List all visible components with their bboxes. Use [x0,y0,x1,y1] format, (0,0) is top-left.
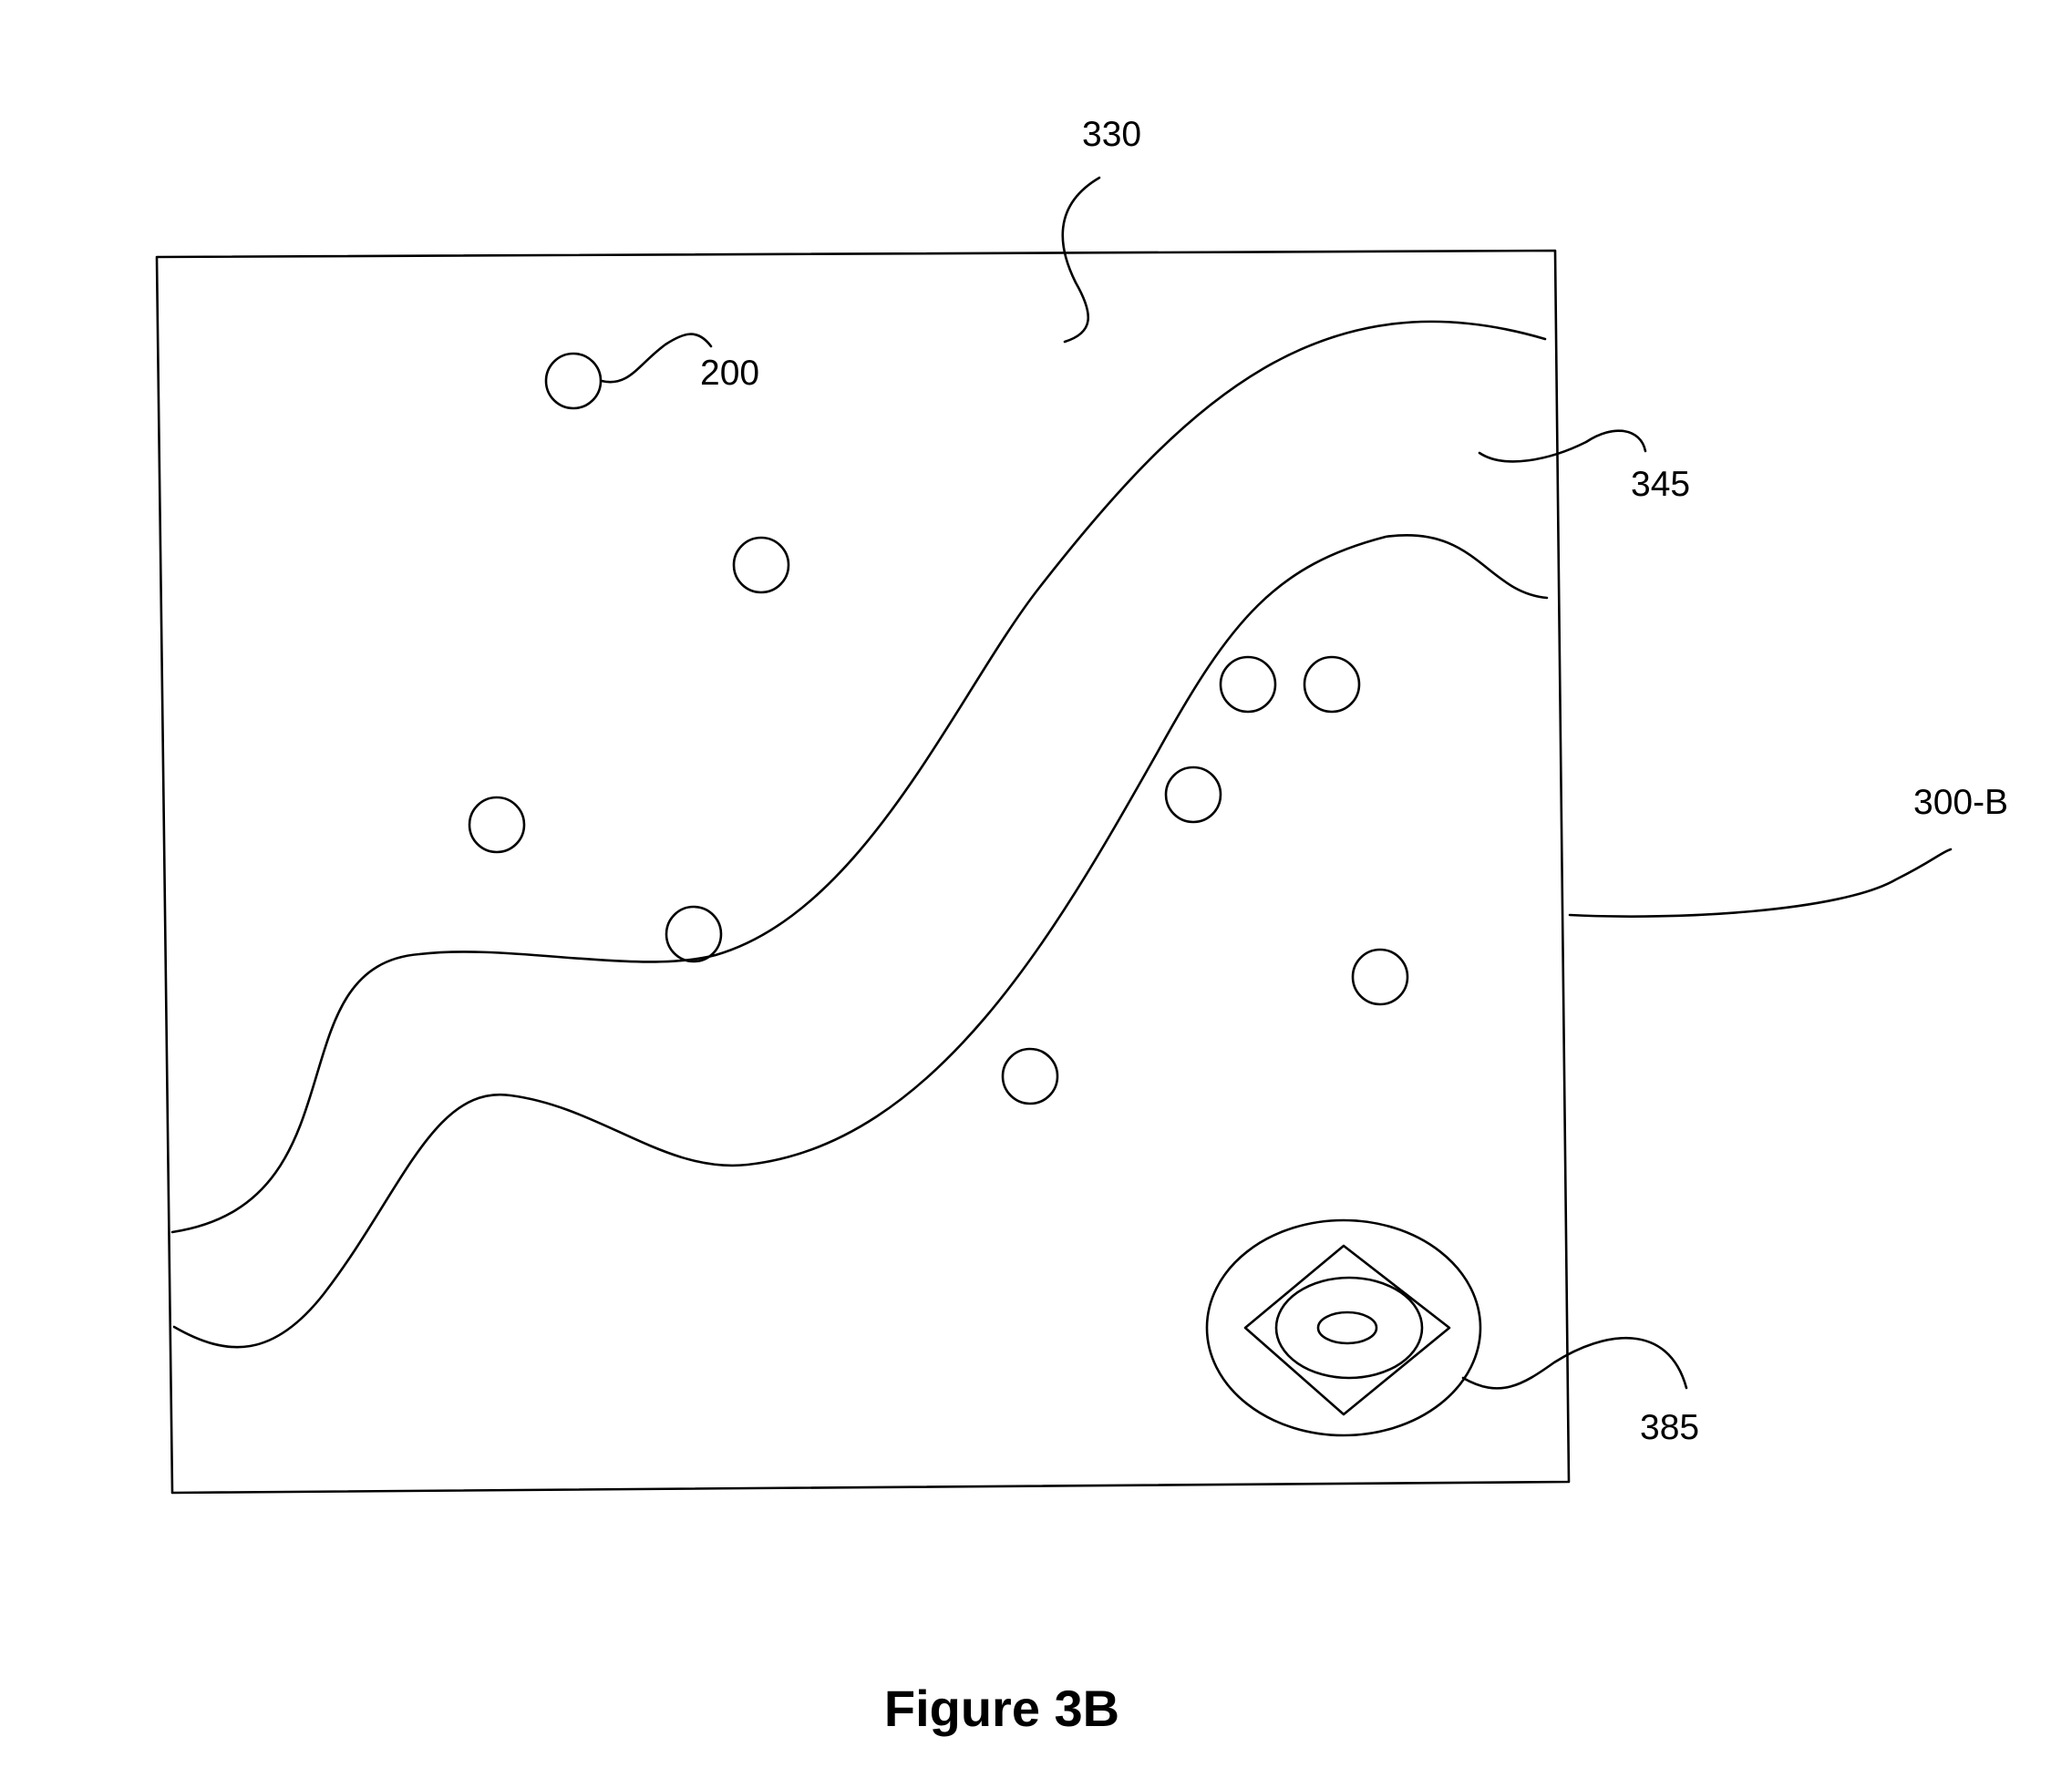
label-345: 345 [1631,465,1690,504]
node-circle [469,797,524,852]
leader-300b [1570,849,1951,917]
leader-385 [1463,1338,1686,1388]
navigation-control-icon[interactable] [1207,1220,1480,1435]
node-circle [1221,657,1275,712]
node-circle [666,907,721,961]
node-circle [1166,767,1221,822]
path-upper-edge [172,322,1545,1232]
leader-200 [602,334,711,383]
display-frame [157,251,1569,1493]
control-outer-ring [1207,1220,1480,1435]
label-385: 385 [1640,1408,1699,1447]
control-center-button [1318,1312,1376,1343]
leader-330 [1063,178,1099,342]
figure-caption: Figure 3B [884,1680,1119,1737]
label-300b: 300-B [1913,783,2008,822]
node-circle [1003,1049,1057,1104]
node-circle [1353,950,1407,1004]
label-330: 330 [1082,115,1141,154]
node-circle [734,538,789,592]
control-middle-ring [1276,1278,1422,1378]
node-circle [546,354,601,408]
label-200: 200 [700,354,759,393]
path-lower-edge [174,535,1547,1347]
leader-345 [1479,431,1645,462]
node-circle [1304,657,1359,712]
